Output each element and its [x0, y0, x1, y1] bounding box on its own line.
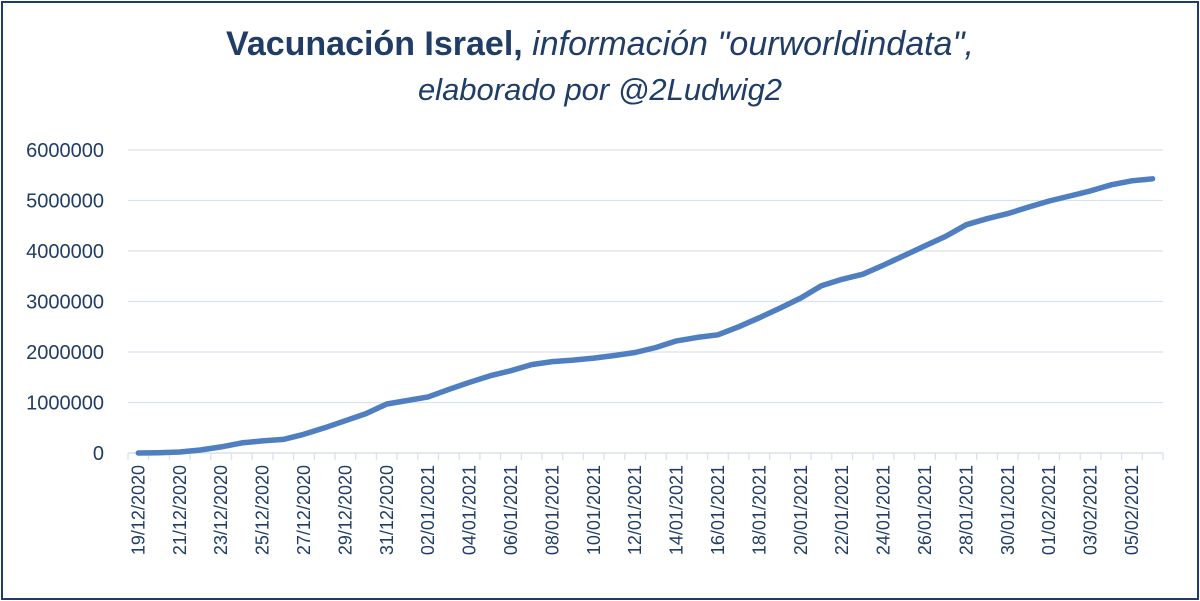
data-point [1067, 193, 1072, 198]
data-point [695, 335, 700, 340]
data-point [1005, 211, 1010, 216]
title-line2: elaborado por @2Ludwig2 [417, 72, 783, 107]
data-point [343, 418, 348, 423]
data-point [860, 272, 865, 277]
data-point [488, 373, 493, 378]
x-tick-label: 20/01/2021 [791, 465, 811, 555]
x-tick-label: 04/01/2021 [460, 465, 480, 555]
x-tick-label: 27/12/2020 [294, 465, 314, 555]
data-point [260, 438, 265, 443]
data-point [881, 263, 886, 268]
y-tick-label: 0 [93, 443, 104, 465]
data-point [405, 398, 410, 403]
y-tick-label: 4000000 [26, 241, 104, 263]
data-point [778, 306, 783, 311]
data-point [819, 283, 824, 288]
x-tick-label: 06/01/2021 [501, 465, 521, 555]
data-point [571, 358, 576, 363]
x-tick-label: 16/01/2021 [708, 465, 728, 555]
data-point [1026, 205, 1031, 210]
y-tick-label: 6000000 [26, 140, 104, 162]
data-point [1129, 178, 1134, 183]
data-point [550, 359, 555, 364]
data-point [281, 437, 286, 442]
data-point [157, 450, 162, 455]
x-tick-label: 29/12/2020 [335, 465, 355, 555]
data-point [674, 338, 679, 343]
data-point [239, 440, 244, 445]
data-point [1088, 188, 1093, 193]
x-tick-label: 10/01/2021 [584, 465, 604, 555]
data-point [467, 380, 472, 385]
data-point [633, 350, 638, 355]
y-tick-label: 2000000 [26, 342, 104, 364]
data-point [1150, 176, 1155, 181]
data-point [985, 216, 990, 221]
x-tick-label: 02/01/2021 [418, 465, 438, 555]
y-tick-label: 3000000 [26, 292, 104, 314]
y-tick-label: 1000000 [26, 393, 104, 415]
title-bold: Vacunación Israel, [226, 25, 523, 63]
x-tick-label: 12/01/2021 [625, 465, 645, 555]
data-point [715, 332, 720, 337]
data-point [446, 387, 451, 392]
x-tick-label: 21/12/2020 [170, 465, 190, 555]
data-point [177, 449, 182, 454]
data-point [591, 356, 596, 361]
x-tick-label: 01/02/2021 [1039, 465, 1059, 555]
series-line [135, 176, 1156, 456]
x-tick-label: 28/01/2021 [956, 465, 976, 555]
x-tick-label: 05/02/2021 [1122, 465, 1142, 555]
data-point [136, 451, 141, 456]
data-point [322, 425, 327, 430]
title-italic: información "ourworldindata", [532, 25, 974, 63]
x-tick-label: 19/12/2020 [128, 465, 148, 555]
x-tick-label: 08/01/2021 [542, 465, 562, 555]
x-tick-label: 18/01/2021 [749, 465, 769, 555]
data-point [364, 411, 369, 416]
data-point [301, 432, 306, 437]
x-tick-label: 22/01/2021 [832, 465, 852, 555]
data-point [943, 234, 948, 239]
data-point [922, 243, 927, 248]
data-point [798, 295, 803, 300]
chart-title: Vacunación Israel, información "ourworld… [0, 22, 1200, 112]
data-point [612, 353, 617, 358]
data-point [198, 447, 203, 452]
data-point [736, 324, 741, 329]
x-tick-label: 31/12/2020 [377, 465, 397, 555]
data-point [384, 402, 389, 407]
data-point [508, 368, 513, 373]
data-point [757, 315, 762, 320]
x-tick-label: 14/01/2021 [667, 465, 687, 555]
data-point [964, 222, 969, 227]
x-tick-label: 25/12/2020 [253, 465, 273, 555]
data-point [1109, 182, 1114, 187]
x-tick-label: 23/12/2020 [211, 465, 231, 555]
data-point [219, 444, 224, 449]
x-tick-label: 24/01/2021 [874, 465, 894, 555]
x-tick-label: 30/01/2021 [998, 465, 1018, 555]
data-point [653, 345, 658, 350]
data-point [1047, 199, 1052, 204]
x-tick-label: 03/02/2021 [1081, 465, 1101, 555]
data-point [426, 394, 431, 399]
data-point [902, 253, 907, 258]
data-point [529, 362, 534, 367]
x-tick-label: 26/01/2021 [915, 465, 935, 555]
data-point [840, 277, 845, 282]
y-tick-label: 5000000 [26, 191, 104, 213]
